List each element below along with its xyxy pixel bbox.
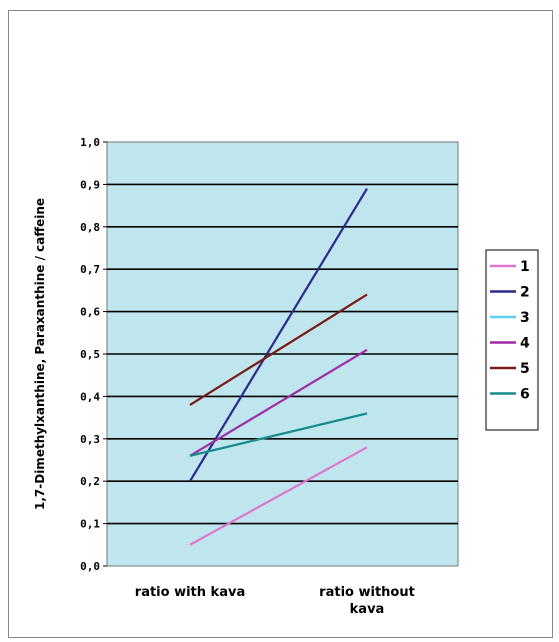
y-tick-label: 1,0	[80, 136, 100, 149]
series-line-5	[189, 293, 368, 406]
y-tick-label: 0,3	[80, 433, 100, 446]
series-lines	[189, 188, 368, 546]
x-category-label: ratio with kava	[135, 585, 245, 600]
y-tick-label: 0,8	[80, 221, 100, 234]
legend-label-4: 4	[520, 336, 530, 352]
y-tick-label: 0,9	[80, 178, 100, 191]
legend-label-5: 5	[520, 361, 530, 377]
legend-label-2: 2	[520, 285, 530, 301]
y-tick-label: 0,5	[80, 348, 100, 361]
y-tick-label: 0,1	[80, 518, 100, 531]
legend-label-6: 6	[520, 387, 530, 403]
legend-label-1: 1	[520, 259, 530, 275]
y-axis-label: 1,7-Dimethylxanthine, Paraxanthine / caf…	[33, 198, 47, 510]
series-line-4	[189, 348, 368, 457]
y-tick-label: 0,4	[80, 390, 100, 403]
legend-label-3: 3	[520, 310, 530, 326]
legend: 1 2 3 4 5 6	[485, 249, 539, 431]
y-tick-labels: 0,0 0,1 0,2 0,3 0,4 0,5 0,6 0,7 0,8 0,9 1,0	[80, 136, 100, 573]
series-line-6	[189, 412, 368, 457]
x-category-labels: ratio with kava ratio without kava	[135, 585, 415, 617]
gridlines	[103, 141, 458, 567]
legend-box	[485, 249, 539, 431]
series-line-2	[189, 188, 368, 482]
y-tick-label: 0,6	[80, 306, 100, 319]
y-tick-label: 0,0	[80, 560, 100, 573]
y-tick-label: 0,7	[80, 263, 100, 276]
series-line-1	[189, 446, 368, 546]
y-tick-label: 0,2	[80, 475, 100, 488]
x-category-label: kava	[350, 602, 385, 617]
x-category-label: ratio without	[319, 585, 415, 600]
